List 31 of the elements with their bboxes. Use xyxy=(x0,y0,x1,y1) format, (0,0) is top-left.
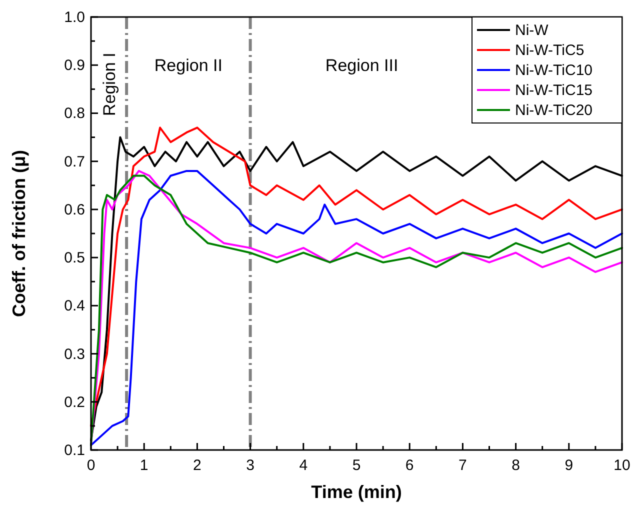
x-tick-label: 0 xyxy=(86,457,96,474)
x-tick-label: 7 xyxy=(458,457,467,474)
x-tick-label: 4 xyxy=(299,457,308,474)
x-tick-label: 9 xyxy=(564,457,574,474)
y-tick-label: 0.6 xyxy=(64,201,85,218)
x-tick-label: 3 xyxy=(246,457,254,474)
y-tick-label: 0.5 xyxy=(64,250,85,267)
x-axis-title: Time (min) xyxy=(311,482,402,502)
x-tick-label: 6 xyxy=(405,457,414,474)
annotation: Region II xyxy=(154,56,222,76)
x-tick-label: 2 xyxy=(193,457,202,474)
legend-label: Ni-W-TiC5 xyxy=(515,42,584,59)
x-tick-label: 5 xyxy=(352,457,361,474)
y-tick-label: 0.8 xyxy=(64,105,85,122)
y-tick-label: 0.2 xyxy=(64,394,85,411)
annotation: Region I xyxy=(100,52,119,116)
x-tick-label: 10 xyxy=(614,457,630,474)
y-tick-label: 0.9 xyxy=(64,57,85,74)
y-tick-label: 0.3 xyxy=(64,346,85,363)
x-tick-label: 1 xyxy=(140,457,148,474)
legend-label: Ni-W-TiC15 xyxy=(515,82,592,99)
y-tick-label: 0.1 xyxy=(64,442,85,459)
legend-label: Ni-W xyxy=(515,22,550,39)
annotation: Region III xyxy=(325,56,398,76)
legend-label: Ni-W-TiC10 xyxy=(515,62,592,79)
x-tick-label: 8 xyxy=(512,457,520,474)
y-tick-label: 1.0 xyxy=(64,9,85,26)
y-tick-label: 0.4 xyxy=(64,298,85,315)
y-tick-label: 0.7 xyxy=(64,153,85,170)
legend-label: Ni-W-TiC20 xyxy=(515,102,592,119)
y-axis-title: Coeff. of friction (μ) xyxy=(9,150,29,317)
